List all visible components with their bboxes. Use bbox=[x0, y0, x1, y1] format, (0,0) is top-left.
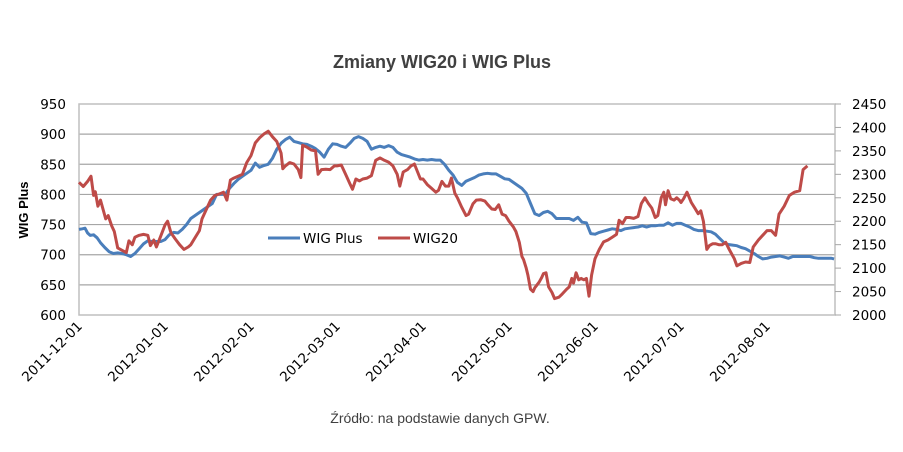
x-axis: 2011-12-01 2012-01-01 2012-02-01 2012-03-01… bbox=[19, 319, 774, 386]
x-tick-label: 2012-08-01 bbox=[707, 319, 774, 386]
x-tick-label: 2012-05-01 bbox=[449, 319, 516, 386]
left-tick-label: 850 bbox=[40, 157, 66, 173]
left-tick-label: 900 bbox=[40, 127, 66, 143]
right-tick-label: 2200 bbox=[852, 214, 886, 230]
legend-label-wig-plus: WIG Plus bbox=[303, 231, 363, 247]
right-tick-label: 2450 bbox=[852, 97, 886, 113]
right-tick-label: 2350 bbox=[852, 144, 886, 160]
x-tick-label: 2012-03-01 bbox=[277, 319, 344, 386]
left-tick-label: 700 bbox=[40, 248, 66, 264]
x-tick-label: 2012-01-01 bbox=[105, 319, 172, 386]
chart-title: Zmiany WIG20 i WIG Plus bbox=[333, 52, 551, 72]
right-tick-label: 2150 bbox=[852, 238, 886, 254]
plot-frame bbox=[78, 103, 836, 316]
legend-label-wig20: WIG20 bbox=[413, 231, 458, 247]
right-tick-label: 2000 bbox=[852, 308, 886, 324]
x-tick-label: 2012-02-01 bbox=[191, 319, 258, 386]
series-wig20-line bbox=[77, 129, 809, 301]
right-tick-label: 2300 bbox=[852, 167, 886, 183]
left-tick-label: 650 bbox=[40, 278, 66, 294]
right-axis-tickmarks bbox=[835, 103, 841, 316]
left-tick-label: 800 bbox=[40, 187, 66, 203]
left-tick-label: 750 bbox=[40, 218, 66, 234]
right-tick-label: 2250 bbox=[852, 191, 886, 207]
left-tick-label: 600 bbox=[40, 308, 66, 324]
left-y-axis: 600 650 700 750 800 850 900 950 bbox=[40, 97, 66, 324]
right-tick-label: 2400 bbox=[852, 120, 886, 136]
right-tick-label: 2050 bbox=[852, 285, 886, 301]
right-tick-label: 2100 bbox=[852, 261, 886, 277]
legend: WIG Plus WIG20 bbox=[268, 231, 458, 247]
x-tick-label: 2012-06-01 bbox=[535, 319, 602, 386]
y-axis-label: WIG Plus bbox=[16, 181, 31, 238]
gridlines bbox=[79, 133, 835, 286]
series-wig-plus-line bbox=[78, 135, 835, 261]
x-tick-label: 2012-07-01 bbox=[621, 319, 688, 386]
source-note: Źródło: na podstawie danych GPW. bbox=[330, 410, 550, 426]
x-tick-label: 2012-04-01 bbox=[363, 319, 430, 386]
right-y-axis: 2000 2050 2100 2150 2200 2250 2300 2350 2400 2450 bbox=[852, 97, 886, 324]
x-tick-label: 2011-12-01 bbox=[19, 319, 86, 386]
left-tick-label: 950 bbox=[40, 97, 66, 113]
